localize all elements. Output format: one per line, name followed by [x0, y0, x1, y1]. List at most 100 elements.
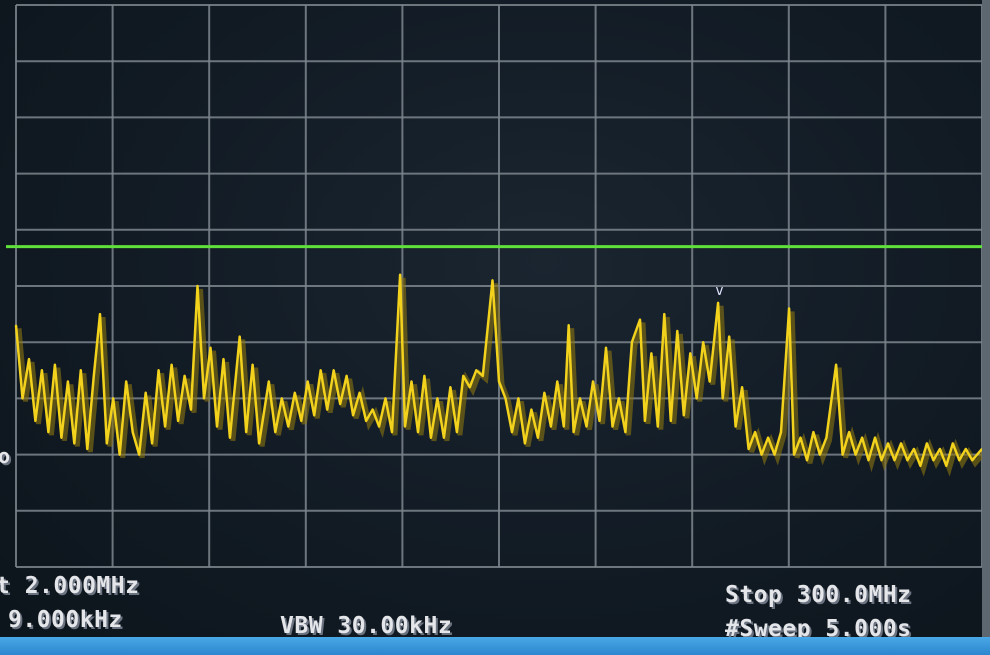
trace-point — [268, 380, 270, 383]
trace-point — [86, 448, 89, 450]
trace-point — [537, 436, 539, 439]
trace-point — [780, 431, 782, 433]
trace-point — [926, 442, 928, 445]
trace-point — [417, 431, 419, 433]
trace-point — [105, 442, 108, 445]
trace-point — [861, 436, 863, 439]
trace-point — [430, 436, 432, 439]
trace-point — [203, 397, 205, 400]
trace-point — [825, 436, 828, 439]
trace-point — [423, 375, 426, 377]
trace-point — [754, 431, 756, 433]
trace-point — [326, 408, 328, 411]
trace-point — [874, 436, 876, 439]
trace-point — [391, 431, 393, 433]
trace-point — [449, 386, 452, 388]
trace-point — [854, 453, 857, 456]
trace-point — [151, 442, 153, 445]
trace-point — [631, 341, 633, 344]
trace-point — [717, 302, 719, 304]
trace-point — [436, 397, 439, 400]
trace-point — [332, 369, 335, 372]
left-edge-fragment: o — [0, 444, 11, 468]
trace-point — [579, 397, 581, 400]
trace-shadow — [16, 277, 987, 477]
trace-point — [293, 391, 296, 394]
trace-point — [919, 465, 922, 467]
trace-point — [563, 425, 565, 428]
trace-point — [788, 307, 790, 310]
trace-point — [543, 391, 546, 394]
trace-point — [238, 335, 241, 338]
trace-point — [118, 453, 121, 456]
trace-point — [60, 436, 63, 439]
trace-point — [319, 369, 322, 372]
trace-point — [611, 425, 614, 428]
trace-point — [73, 442, 76, 445]
trace-point — [491, 279, 494, 282]
trace-point — [556, 380, 559, 383]
trace-point — [695, 397, 698, 400]
trace-point — [812, 431, 815, 433]
screen-bezel-edge — [982, 0, 990, 637]
trace-point — [258, 442, 260, 445]
trace-point — [410, 380, 413, 383]
trace-point — [196, 285, 199, 287]
trace-point — [741, 386, 743, 388]
trace-point — [841, 453, 844, 456]
trace-point — [306, 380, 309, 383]
trace-point — [592, 380, 594, 383]
trace-point — [177, 420, 179, 422]
trace-point — [670, 420, 672, 422]
trace-point — [663, 313, 666, 315]
trace-point — [281, 397, 283, 400]
trace-point — [229, 436, 231, 439]
trace-point — [300, 420, 303, 422]
start-frequency-label: t 2.000MHz — [0, 573, 140, 599]
trace-point — [848, 431, 850, 433]
vbw-label: VBW 30.00kHz — [280, 613, 453, 639]
trace-point — [274, 431, 277, 433]
trace-point — [760, 453, 763, 456]
trace-point — [689, 352, 692, 355]
trace-point — [971, 459, 974, 462]
trace-point — [462, 375, 465, 377]
trace-point — [469, 386, 471, 388]
trace-point — [799, 436, 802, 439]
trace-point — [767, 436, 769, 439]
trace-point — [945, 465, 948, 467]
trace-point — [345, 375, 348, 377]
trace-point — [585, 425, 588, 428]
trace-point — [598, 420, 601, 422]
trace-point — [92, 375, 95, 377]
trace-point — [358, 391, 361, 394]
trace-point — [650, 352, 653, 355]
trace-point — [958, 459, 961, 462]
trace-point — [183, 375, 186, 377]
trace-point — [365, 420, 367, 422]
trace-point — [605, 347, 607, 349]
marker-indicator: v — [715, 283, 723, 299]
trace-point — [806, 459, 808, 462]
trace-point — [99, 313, 101, 315]
trace-point — [657, 425, 659, 428]
trace-point — [352, 414, 354, 417]
trace-point — [887, 442, 889, 445]
trace-point — [728, 335, 730, 338]
trace-point — [245, 431, 247, 433]
trace-point — [639, 318, 641, 321]
trace-point — [793, 453, 795, 456]
trace-point — [498, 380, 500, 383]
rbw-label: 9.000kHz — [8, 607, 123, 633]
trace-point — [190, 408, 192, 411]
trace-point — [880, 459, 883, 462]
trace-point — [747, 448, 750, 450]
trace-point — [125, 380, 128, 383]
trace-point — [952, 442, 954, 445]
trace-point — [964, 448, 967, 450]
trace-point — [773, 453, 776, 456]
stop-frequency-label: Stop 300.0MHz — [725, 582, 912, 608]
trace-point — [384, 397, 387, 400]
